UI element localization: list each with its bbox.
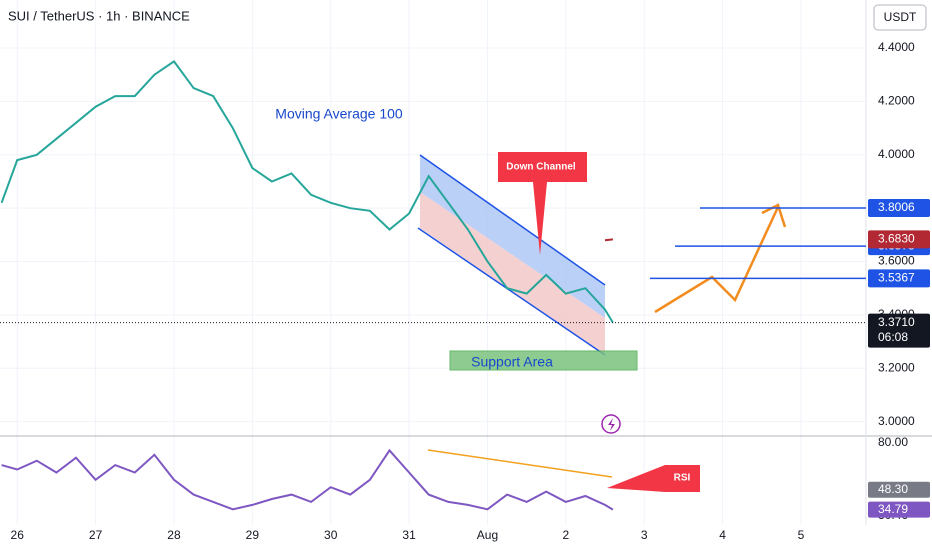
callout xyxy=(607,465,700,492)
x-tick-label: Aug xyxy=(477,528,498,542)
x-tick-label: 5 xyxy=(798,528,805,542)
x-tick-label: 3 xyxy=(641,528,648,542)
y-tick-label: 3.6000 xyxy=(878,254,915,268)
x-tick-label: 4 xyxy=(719,528,726,542)
x-tick-label: 27 xyxy=(89,528,103,542)
support-area xyxy=(449,350,638,371)
price-tag xyxy=(868,269,930,288)
icon xyxy=(608,418,615,431)
channel-lower xyxy=(420,192,605,355)
countdown: 06:08 xyxy=(878,330,908,344)
annotation: Support Area xyxy=(471,354,553,370)
price-tag-label: 3.5367 xyxy=(878,271,915,285)
rsi-divergence xyxy=(427,449,613,478)
projection-arrow xyxy=(654,206,780,314)
value-tag-label: 34.79 xyxy=(878,502,908,516)
y-tick-label: 4.0000 xyxy=(878,147,915,161)
value-tag xyxy=(868,481,930,498)
annotation: RSI xyxy=(674,473,691,484)
x-tick-label: 28 xyxy=(167,528,181,542)
chart-title: SUI / TetherUS · 1h · BINANCE xyxy=(8,8,190,23)
x-tick-label: 26 xyxy=(11,528,25,542)
x-tick-label: 31 xyxy=(402,528,416,542)
price-tag-label: 3.3710 xyxy=(878,315,915,329)
y-tick-label: 4.2000 xyxy=(878,94,915,108)
arrow-head xyxy=(761,203,787,228)
price-tag-label: 3.6830 xyxy=(878,232,915,246)
price-tag xyxy=(868,198,930,217)
x-tick-label: 30 xyxy=(324,528,338,542)
price-tag xyxy=(868,313,930,348)
y-tick-label: 80.00 xyxy=(878,435,908,449)
currency: USDT xyxy=(884,10,917,24)
series-line xyxy=(604,238,614,242)
callout xyxy=(498,152,587,255)
channel-line xyxy=(419,154,606,286)
value-tag-label: 48.30 xyxy=(878,482,908,496)
annotation: Down Channel xyxy=(506,162,576,173)
y-tick-label: 3.0000 xyxy=(878,414,915,428)
price-tag xyxy=(868,230,930,249)
series-line xyxy=(1,448,614,511)
channel-line xyxy=(417,227,606,356)
price-tag-label: 3.8006 xyxy=(878,200,915,214)
x-tick-label: 29 xyxy=(246,528,260,542)
y-tick-label: 3.2000 xyxy=(878,360,915,374)
channel-upper xyxy=(420,155,605,318)
icon xyxy=(601,414,621,434)
value-tag xyxy=(868,501,930,518)
y-tick-label: 4.4000 xyxy=(878,40,915,54)
x-tick-label: 2 xyxy=(562,528,569,542)
annotation: Moving Average 100 xyxy=(275,106,403,122)
series-line xyxy=(0,60,614,324)
currency-box xyxy=(873,4,927,31)
